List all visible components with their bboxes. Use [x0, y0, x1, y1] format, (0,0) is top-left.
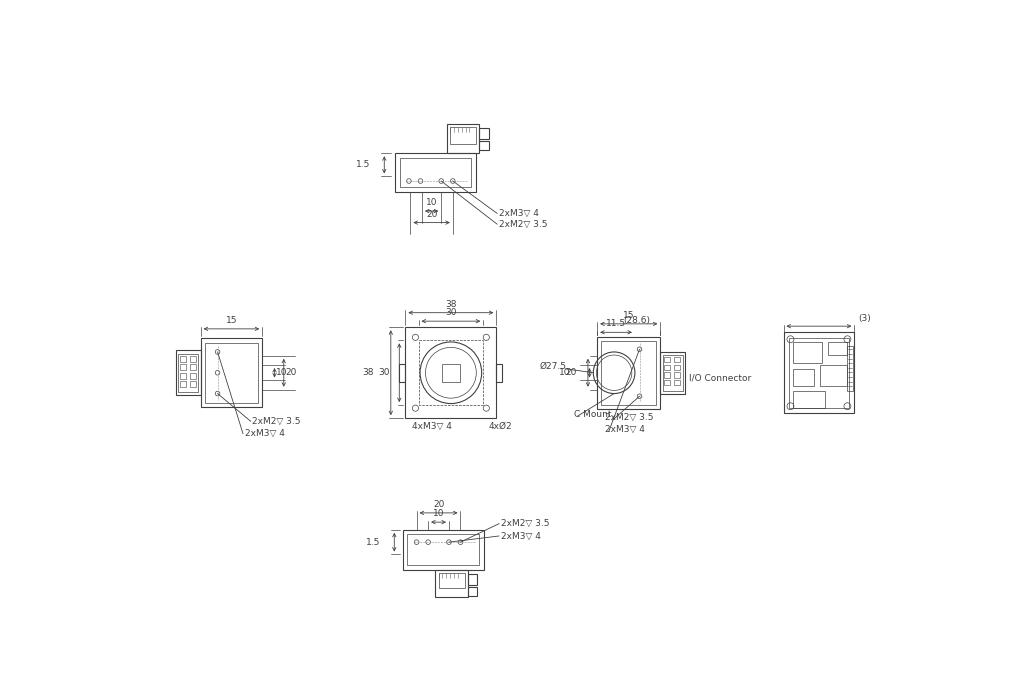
Bar: [468, 574, 477, 584]
Bar: [400, 363, 406, 382]
Bar: [828, 342, 847, 356]
Bar: [418, 340, 483, 405]
Bar: [439, 573, 465, 587]
Bar: [403, 530, 484, 570]
Bar: [664, 365, 670, 370]
Bar: [176, 351, 201, 395]
Text: 2xM3▽ 4: 2xM3▽ 4: [499, 209, 539, 218]
Text: C Mount: C Mount: [574, 410, 612, 419]
Bar: [602, 341, 656, 405]
Text: 20: 20: [433, 500, 444, 509]
Text: 1.5: 1.5: [356, 160, 371, 169]
Text: 20: 20: [426, 210, 438, 218]
Bar: [190, 382, 196, 387]
Bar: [793, 370, 815, 386]
Text: 2xM2▽ 3.5: 2xM2▽ 3.5: [499, 220, 547, 229]
Bar: [821, 365, 847, 386]
Text: 4xØ2: 4xØ2: [488, 422, 512, 431]
Text: 4xM3▽ 4: 4xM3▽ 4: [412, 422, 451, 431]
Bar: [180, 382, 186, 387]
Text: 38: 38: [445, 300, 456, 309]
Text: 10: 10: [425, 198, 438, 207]
Text: 10: 10: [558, 368, 571, 377]
Text: 2xM2▽ 3.5: 2xM2▽ 3.5: [605, 413, 653, 422]
Bar: [190, 364, 196, 370]
Text: 15: 15: [623, 311, 634, 320]
Text: 20: 20: [285, 368, 297, 377]
Text: 10: 10: [276, 368, 287, 377]
Bar: [190, 356, 196, 362]
Text: 15: 15: [226, 316, 237, 325]
Text: 2xM3▽ 4: 2xM3▽ 4: [244, 429, 284, 438]
Bar: [664, 357, 670, 363]
Bar: [408, 535, 479, 566]
Bar: [468, 587, 477, 596]
Bar: [597, 337, 660, 409]
Bar: [660, 351, 685, 394]
Text: (28.6): (28.6): [623, 316, 650, 325]
Bar: [675, 357, 680, 363]
Bar: [406, 328, 496, 418]
Bar: [400, 158, 472, 187]
Bar: [450, 127, 476, 144]
Text: I/O Connector: I/O Connector: [689, 374, 751, 382]
Bar: [436, 570, 468, 597]
Bar: [479, 128, 488, 139]
Bar: [784, 332, 854, 413]
Bar: [675, 380, 680, 386]
Bar: [190, 372, 196, 379]
Bar: [793, 391, 825, 408]
Text: 2xM2▽ 3.5: 2xM2▽ 3.5: [501, 519, 549, 528]
Text: 11.5: 11.5: [606, 319, 626, 328]
Text: 10: 10: [433, 510, 444, 518]
Bar: [675, 365, 680, 370]
Bar: [664, 372, 670, 378]
Bar: [848, 346, 853, 391]
Bar: [789, 337, 849, 408]
Text: 2xM2▽ 3.5: 2xM2▽ 3.5: [252, 416, 301, 426]
Bar: [201, 338, 263, 407]
Text: 30: 30: [445, 308, 456, 317]
Text: Ø27.5: Ø27.5: [540, 362, 566, 371]
Bar: [479, 141, 488, 150]
Bar: [447, 124, 479, 153]
Text: 1.5: 1.5: [366, 538, 380, 547]
Bar: [180, 356, 186, 362]
Bar: [180, 372, 186, 379]
Text: 2xM3▽ 4: 2xM3▽ 4: [501, 531, 541, 540]
Bar: [664, 380, 670, 386]
Bar: [178, 354, 199, 392]
Bar: [442, 363, 460, 382]
Text: (3): (3): [858, 314, 871, 323]
Text: 2xM3▽ 4: 2xM3▽ 4: [605, 425, 645, 434]
Bar: [205, 343, 258, 402]
Bar: [675, 372, 680, 378]
Text: 38: 38: [363, 368, 374, 377]
Bar: [496, 363, 503, 382]
Text: 30: 30: [379, 368, 390, 377]
Bar: [662, 355, 683, 391]
Bar: [793, 342, 822, 363]
Text: 20: 20: [565, 368, 577, 377]
Bar: [396, 153, 476, 192]
Bar: [180, 364, 186, 370]
